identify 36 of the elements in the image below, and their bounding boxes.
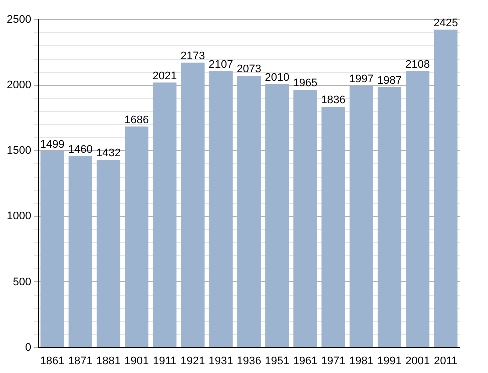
- y-tick-label: 0: [25, 342, 32, 354]
- y-tick-label: 1500: [6, 145, 32, 158]
- y-tick-label: 500: [13, 276, 32, 288]
- x-tick-label: 1911: [153, 355, 177, 368]
- data-label: 1997: [349, 73, 374, 86]
- data-label: 2173: [180, 50, 206, 62]
- data-label: 1965: [293, 78, 318, 90]
- x-tick-label: 2011: [434, 355, 458, 368]
- x-tick-label: 1981: [349, 355, 374, 368]
- y-tick-label: 2500: [6, 14, 32, 26]
- data-label: 2021: [152, 70, 178, 82]
- data-label: 1987: [378, 74, 402, 87]
- x-tick-label: 1961: [293, 355, 318, 368]
- x-tick-label: 1991: [378, 355, 402, 368]
- data-label: 1499: [40, 138, 65, 151]
- x-tick-label: 1971: [321, 355, 346, 368]
- data-label: 1836: [321, 94, 346, 107]
- x-tick-label: 1936: [236, 355, 262, 368]
- data-label: 1460: [68, 144, 93, 156]
- data-label: 1432: [96, 148, 121, 160]
- data-label: 2107: [208, 59, 234, 72]
- data-label: 1686: [124, 114, 150, 126]
- x-tick-label: 1881: [96, 355, 121, 368]
- x-tick-label: 2001: [406, 355, 430, 368]
- x-tick-label: 1951: [265, 355, 290, 368]
- x-tick-label: 1931: [208, 355, 234, 368]
- x-tick-label: 1921: [180, 355, 206, 368]
- x-tick-label: 1861: [40, 355, 65, 368]
- data-label: 2073: [236, 64, 262, 76]
- data-label: 2108: [406, 58, 430, 71]
- x-tick-label: 1871: [68, 355, 93, 368]
- y-tick-label: 1000: [6, 210, 32, 223]
- y-tick-label: 2000: [6, 80, 32, 92]
- data-label: 2425: [434, 17, 458, 30]
- data-label: 2010: [265, 72, 290, 84]
- x-tick-label: 1901: [124, 355, 150, 368]
